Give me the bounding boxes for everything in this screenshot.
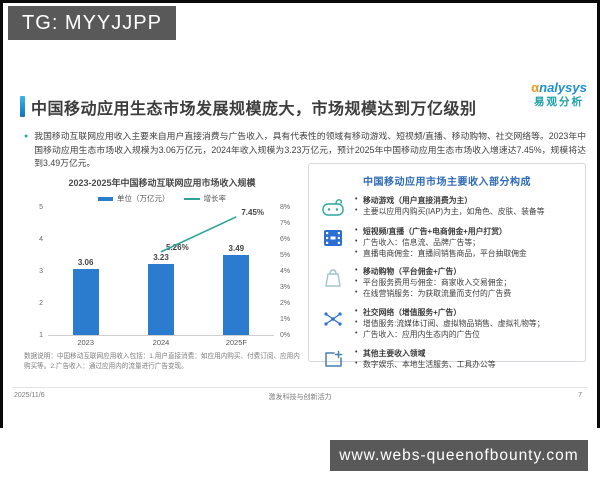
x-axis-label: 2025F xyxy=(225,338,247,347)
logo-swirl-icon: α xyxy=(531,80,540,95)
left-axis-tick: 3 xyxy=(39,268,43,275)
growth-point-label: 7.45% xyxy=(241,207,265,217)
chart-plot: 5 4 3 2 1 8% 7% 6% 5% 4% 3% 2% 1% 0% 3.06 2023 3.23 2024 3… xyxy=(39,204,290,347)
intro-text: 我国移动互联网应用收入主要来自用户直接消费与广告收入，具有代表性的领域有移动游戏… xyxy=(34,131,586,169)
panel-line: 广告收入：应用内生态内的广告位 xyxy=(355,329,573,340)
panel-item-other: 其他主要收入领域 数字娱乐、本地生活服务、工具办公等 xyxy=(321,348,573,371)
right-axis-tick: 5% xyxy=(280,252,291,259)
panel-line: 数字娱乐、本地生活服务、工具办公等 xyxy=(355,359,573,370)
footer-divider xyxy=(12,387,588,388)
right-axis-tick: 1% xyxy=(280,316,291,323)
left-axis-tick: 1 xyxy=(39,332,43,339)
revenue-composition-panel: 中国移动应用市场主要收入部分构成 移动游戏（用户直接消费为主） 主要以应用内购买… xyxy=(308,163,586,369)
x-axis-label: 2023 xyxy=(77,338,94,347)
right-axis-tick: 7% xyxy=(280,220,291,227)
frame-top xyxy=(0,0,600,3)
analysys-logo: αnalysys 易观分析 xyxy=(524,80,594,109)
revenue-bar xyxy=(223,255,250,335)
panel-line: 广告收入：信息流、品牌广告等； xyxy=(355,237,573,248)
bar-value-label: 3.06 xyxy=(77,258,94,268)
x-axis-label: 2024 xyxy=(152,338,170,347)
legend-bar-entry: 单位（万亿元） xyxy=(98,193,170,204)
right-axis-tick: 2% xyxy=(280,300,291,307)
bar-value-label: 3.49 xyxy=(228,244,245,254)
shopping-bag-icon xyxy=(321,267,345,289)
telegram-watermark: TG: MYYJJPP xyxy=(8,6,176,40)
panel-item-short-video: 短视频/直播（广告+电商佣金+用户打赏） 广告收入：信息流、品牌广告等； 直播电… xyxy=(321,226,573,259)
bar-swatch-icon xyxy=(98,196,113,201)
panel-line: 社交网络（增值服务+广告） xyxy=(355,307,573,318)
panel-line: 增值服务:流媒体订阅、虚拟物品销售、虚拟礼物等； xyxy=(355,318,573,329)
chart-footnote: 数据说明：中国移动互联网应用收入包括：1.用户直接消费：如应用内购买、付费订阅、… xyxy=(24,353,300,370)
frame-right xyxy=(597,0,600,428)
frame-left xyxy=(0,0,3,428)
footer-slogan: 激发科技与创新活力 xyxy=(268,394,332,401)
right-axis-tick: 4% xyxy=(280,268,291,275)
page-title: 中国移动应用生态市场发展规模庞大，市场规模达到万亿级别 xyxy=(31,101,477,118)
right-axis-tick: 8% xyxy=(280,204,291,211)
revenue-bar xyxy=(148,263,174,335)
right-axis-tick: 0% xyxy=(280,332,291,339)
panel-title: 中国移动应用市场主要收入部分构成 xyxy=(363,177,531,188)
panel-line: 短视频/直播（广告+电商佣金+用户打赏） xyxy=(355,226,573,237)
panel-item-mobile-shopping: 移动购物（平台佣金+广告） 平台服务费用与佣金：商家收入交易佣金； 在线营销服务… xyxy=(321,266,573,299)
legend-line-entry: 增长率 xyxy=(183,193,227,204)
intro-bullet: ● 我国移动互联网应用收入主要来自用户直接消费与广告收入，具有代表性的领域有移动… xyxy=(24,130,586,171)
left-axis-tick: 5 xyxy=(39,204,43,211)
panel-line: 移动游戏（用户直接消费为主） xyxy=(355,195,573,206)
analysys-logo-text: αnalysys xyxy=(531,80,587,95)
panel-line: 移动购物（平台佣金+广告） xyxy=(355,266,573,277)
title-accent-bar xyxy=(20,96,25,117)
plus-box-icon xyxy=(321,349,345,371)
panel-line: 在线营销服务：为获取流量而支付的广告费 xyxy=(355,288,573,299)
revenue-chart: 2023-2025年中国移动互联网应用市场收入规模 单位（万亿元） 增长率 5 4… xyxy=(18,176,306,376)
panel-item-mobile-games: 移动游戏（用户直接消费为主） 主要以应用内购买(IAP)为主，如角色、皮肤、装备… xyxy=(321,195,573,218)
panel-line: 平台服务费用与佣金：商家收入交易佣金； xyxy=(355,277,573,288)
panel-item-social-network: 社交网络（增值服务+广告） 增值服务:流媒体订阅、虚拟物品销售、虚拟礼物等； 广… xyxy=(321,307,573,340)
left-axis-tick: 2 xyxy=(39,300,43,307)
page-number: 7 xyxy=(578,392,582,399)
gamepad-icon xyxy=(321,196,345,218)
chart-title: 2023-2025年中国移动互联网应用市场收入规模 xyxy=(68,178,256,188)
bullet-dot-icon: ● xyxy=(24,133,29,140)
chart-legend: 单位（万亿元） 增长率 xyxy=(18,193,306,204)
growth-point-label: 5.26% xyxy=(166,242,189,252)
legend-bar-label: 单位（万亿元） xyxy=(117,194,170,203)
left-axis-tick: 4 xyxy=(39,236,43,243)
line-swatch-icon xyxy=(183,197,200,200)
revenue-bar xyxy=(72,269,99,335)
right-axis-tick: 3% xyxy=(280,284,291,291)
legend-line-label: 增长率 xyxy=(203,194,227,203)
network-icon xyxy=(321,308,345,330)
panel-line: 直播电商佣金：直播间销售商品，平台抽取佣金 xyxy=(355,248,573,259)
panel-line: 主要以应用内购买(IAP)为主，如角色、皮肤、装备等 xyxy=(355,206,573,217)
website-watermark: www.webs-queenofbounty.com xyxy=(330,440,588,471)
panel-line: 其他主要收入领域 xyxy=(355,348,573,359)
growth-line xyxy=(160,216,237,253)
footer-date: 2025/11/6 xyxy=(14,392,45,399)
analysys-logo-cn: 易观分析 xyxy=(534,96,584,109)
film-icon xyxy=(321,227,345,249)
bar-value-label: 3.23 xyxy=(153,252,169,262)
right-axis-tick: 6% xyxy=(280,236,291,243)
